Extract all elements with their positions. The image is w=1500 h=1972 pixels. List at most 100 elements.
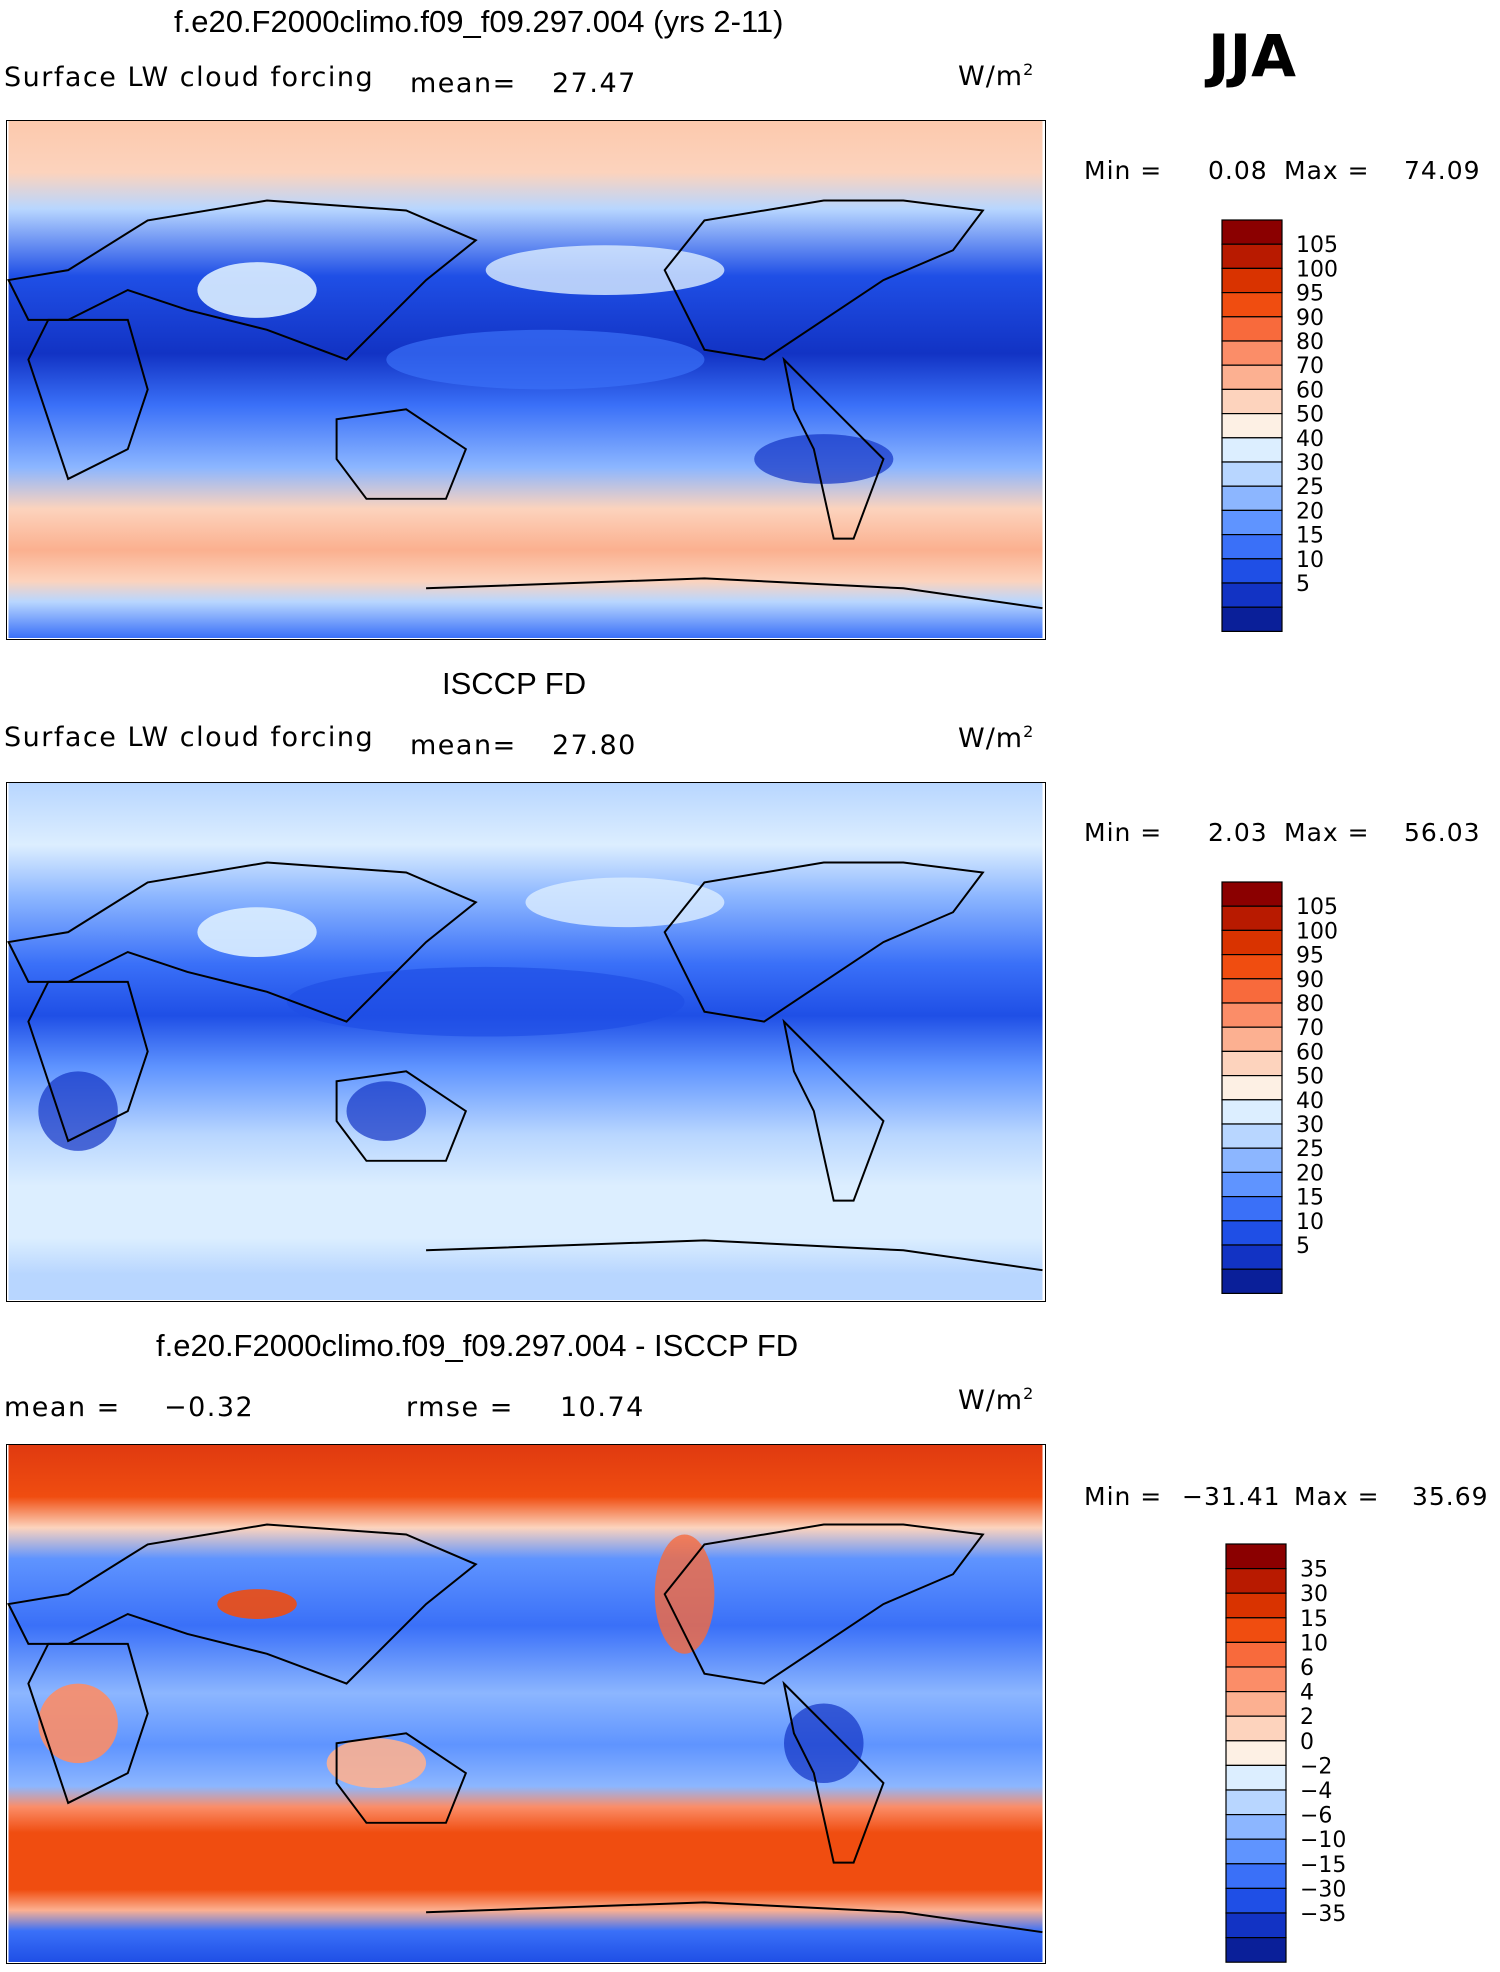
panel1-mean-label: mean= <box>410 68 517 99</box>
colorbar-tick-label: −2 <box>1300 1754 1332 1779</box>
colorbar-box <box>1221 1099 1283 1125</box>
colorbar-box <box>1225 1543 1287 1570</box>
colorbar-tick-label: 4 <box>1300 1681 1314 1706</box>
colorbar-tick-label: 105 <box>1296 895 1338 920</box>
colorbar-box <box>1221 291 1283 318</box>
colorbar-box <box>1225 1814 1287 1840</box>
colorbar-tick-label: 5 <box>1296 572 1310 597</box>
colorbar-tick-label: 30 <box>1300 1582 1328 1607</box>
panel2-max-label: Max = <box>1284 818 1370 847</box>
colorbar-tick-label: 90 <box>1296 306 1324 331</box>
colorbar-tick-label: −10 <box>1300 1828 1346 1853</box>
colorbar-tick-label: 10 <box>1296 1210 1324 1235</box>
panel3-max-value: 35.69 <box>1412 1482 1489 1511</box>
colorbar-box <box>1221 1050 1283 1077</box>
colorbar-tick-label: −4 <box>1300 1779 1332 1804</box>
panel3-rmse-label: rmse = <box>406 1392 514 1423</box>
colorbar-box <box>1225 1592 1287 1619</box>
colorbar-tick-label: −6 <box>1300 1804 1332 1829</box>
panel2-min-value: 2.03 <box>1208 818 1268 847</box>
colorbar-box <box>1225 1764 1287 1791</box>
panel1-coastlines <box>7 199 1043 610</box>
colorbar-box <box>1221 582 1283 608</box>
panel3-colorbar: 35 30 15 10 6 4 2 0 −2 −4 −6 −10 −15 −30 −35 <box>1225 1543 1366 1969</box>
colorbar-box <box>1221 485 1283 512</box>
colorbar-box <box>1221 1268 1283 1295</box>
panel2-min-label: Min = <box>1084 818 1163 847</box>
colorbar-tick-label: 20 <box>1296 499 1324 524</box>
colorbar-box <box>1225 1937 1287 1963</box>
colorbar-tick-label: −35 <box>1300 1902 1346 1927</box>
colorbar-box <box>1225 1666 1287 1693</box>
colorbar-box <box>1225 1617 1287 1644</box>
panel3-map-field <box>7 1445 1043 1962</box>
colorbar-tick-label: 80 <box>1296 992 1324 1017</box>
panel2-mean-label: mean= <box>410 730 517 761</box>
panel3-title: f.e20.F2000climo.f09_f09.297.004 - ISCCP… <box>156 1328 799 1363</box>
colorbar-box <box>1221 461 1283 487</box>
panel2-map-field <box>7 783 1043 1300</box>
colorbar-box <box>1221 978 1283 1004</box>
colorbar-box <box>1221 929 1283 956</box>
colorbar-box <box>1221 413 1283 439</box>
colorbar-box <box>1221 267 1283 294</box>
panel3-max-label: Max = <box>1294 1482 1380 1511</box>
colorbar-tick-label: 2 <box>1300 1705 1314 1730</box>
panel3-min-value: −31.41 <box>1182 1482 1281 1511</box>
colorbar-box <box>1221 1002 1283 1028</box>
colorbar-tick-label: 40 <box>1296 427 1324 452</box>
colorbar-box <box>1221 1075 1283 1101</box>
colorbar-tick-label: 15 <box>1300 1607 1328 1632</box>
colorbar-box <box>1221 1220 1283 1246</box>
colorbar-box <box>1221 243 1283 270</box>
panel2-units: W/m2 <box>958 722 1035 754</box>
colorbar-box <box>1221 905 1283 932</box>
colorbar-box <box>1225 1740 1287 1767</box>
colorbar-box <box>1225 1568 1287 1594</box>
colorbar-box <box>1221 437 1283 463</box>
colorbar-tick-label: 80 <box>1296 330 1324 355</box>
panel2-max-value: 56.03 <box>1404 818 1481 847</box>
panel1-max-label: Max = <box>1284 156 1370 185</box>
panel3-units: W/m2 <box>958 1384 1035 1416</box>
panel3-coastlines <box>7 1523 1043 1934</box>
colorbar-tick-label: 70 <box>1296 354 1324 379</box>
colorbar-tick-label: 100 <box>1296 257 1338 282</box>
colorbar-tick-label: 60 <box>1296 378 1324 403</box>
panel1-colorbar: 105 100 95 90 80 70 60 50 40 30 25 20 15 10 5 <box>1221 219 1362 635</box>
colorbar-tick-label: 10 <box>1296 548 1324 573</box>
colorbar-tick-label: 95 <box>1296 282 1324 307</box>
colorbar-tick-label: 25 <box>1296 475 1324 500</box>
colorbar-box <box>1221 316 1283 342</box>
colorbar-box <box>1225 1863 1287 1889</box>
colorbar-box <box>1221 1147 1283 1174</box>
colorbar-tick-label: 70 <box>1296 1016 1324 1041</box>
colorbar-box <box>1225 1641 1287 1668</box>
colorbar-box <box>1221 1171 1283 1198</box>
panel3-mean-value: −0.32 <box>164 1392 255 1423</box>
colorbar-box <box>1221 219 1283 245</box>
panel1-max-value: 74.09 <box>1404 156 1481 185</box>
panel2-title: ISCCP FD <box>442 666 587 701</box>
colorbar-box <box>1221 364 1283 390</box>
colorbar-tick-label: 6 <box>1300 1656 1314 1681</box>
colorbar-box <box>1221 1244 1283 1270</box>
colorbar-box <box>1221 881 1283 907</box>
colorbar-box <box>1221 340 1283 366</box>
panel2-mean-value: 27.80 <box>552 730 637 761</box>
colorbar-box <box>1221 606 1283 633</box>
panel2-variable: Surface LW cloud forcing <box>4 722 375 753</box>
colorbar-tick-label: 35 <box>1300 1558 1328 1583</box>
panel2-coastlines <box>7 861 1043 1272</box>
panel3-min-label: Min = <box>1084 1482 1163 1511</box>
colorbar-tick-label: 95 <box>1296 944 1324 969</box>
panel1-map <box>6 120 1046 640</box>
colorbar-box <box>1225 1789 1287 1816</box>
colorbar-tick-label: 15 <box>1296 1186 1324 1211</box>
panel3-mean-label: mean = <box>4 1392 121 1423</box>
colorbar-tick-label: 40 <box>1296 1089 1324 1114</box>
colorbar-tick-label: 20 <box>1296 1161 1324 1186</box>
